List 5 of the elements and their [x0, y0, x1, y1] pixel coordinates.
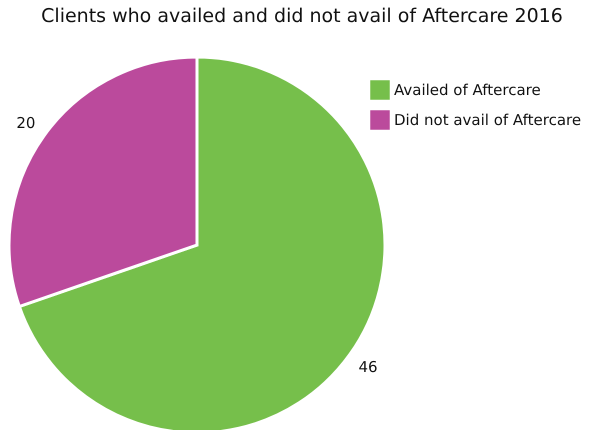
data-label: 46	[358, 358, 378, 376]
legend-label: Did not avail of Aftercare	[394, 111, 582, 129]
legend-label: Availed of Aftercare	[394, 81, 541, 99]
data-label: 20	[16, 114, 36, 132]
chart-title: Clients who availed and did not avail of Aftercare 2016	[41, 5, 563, 27]
